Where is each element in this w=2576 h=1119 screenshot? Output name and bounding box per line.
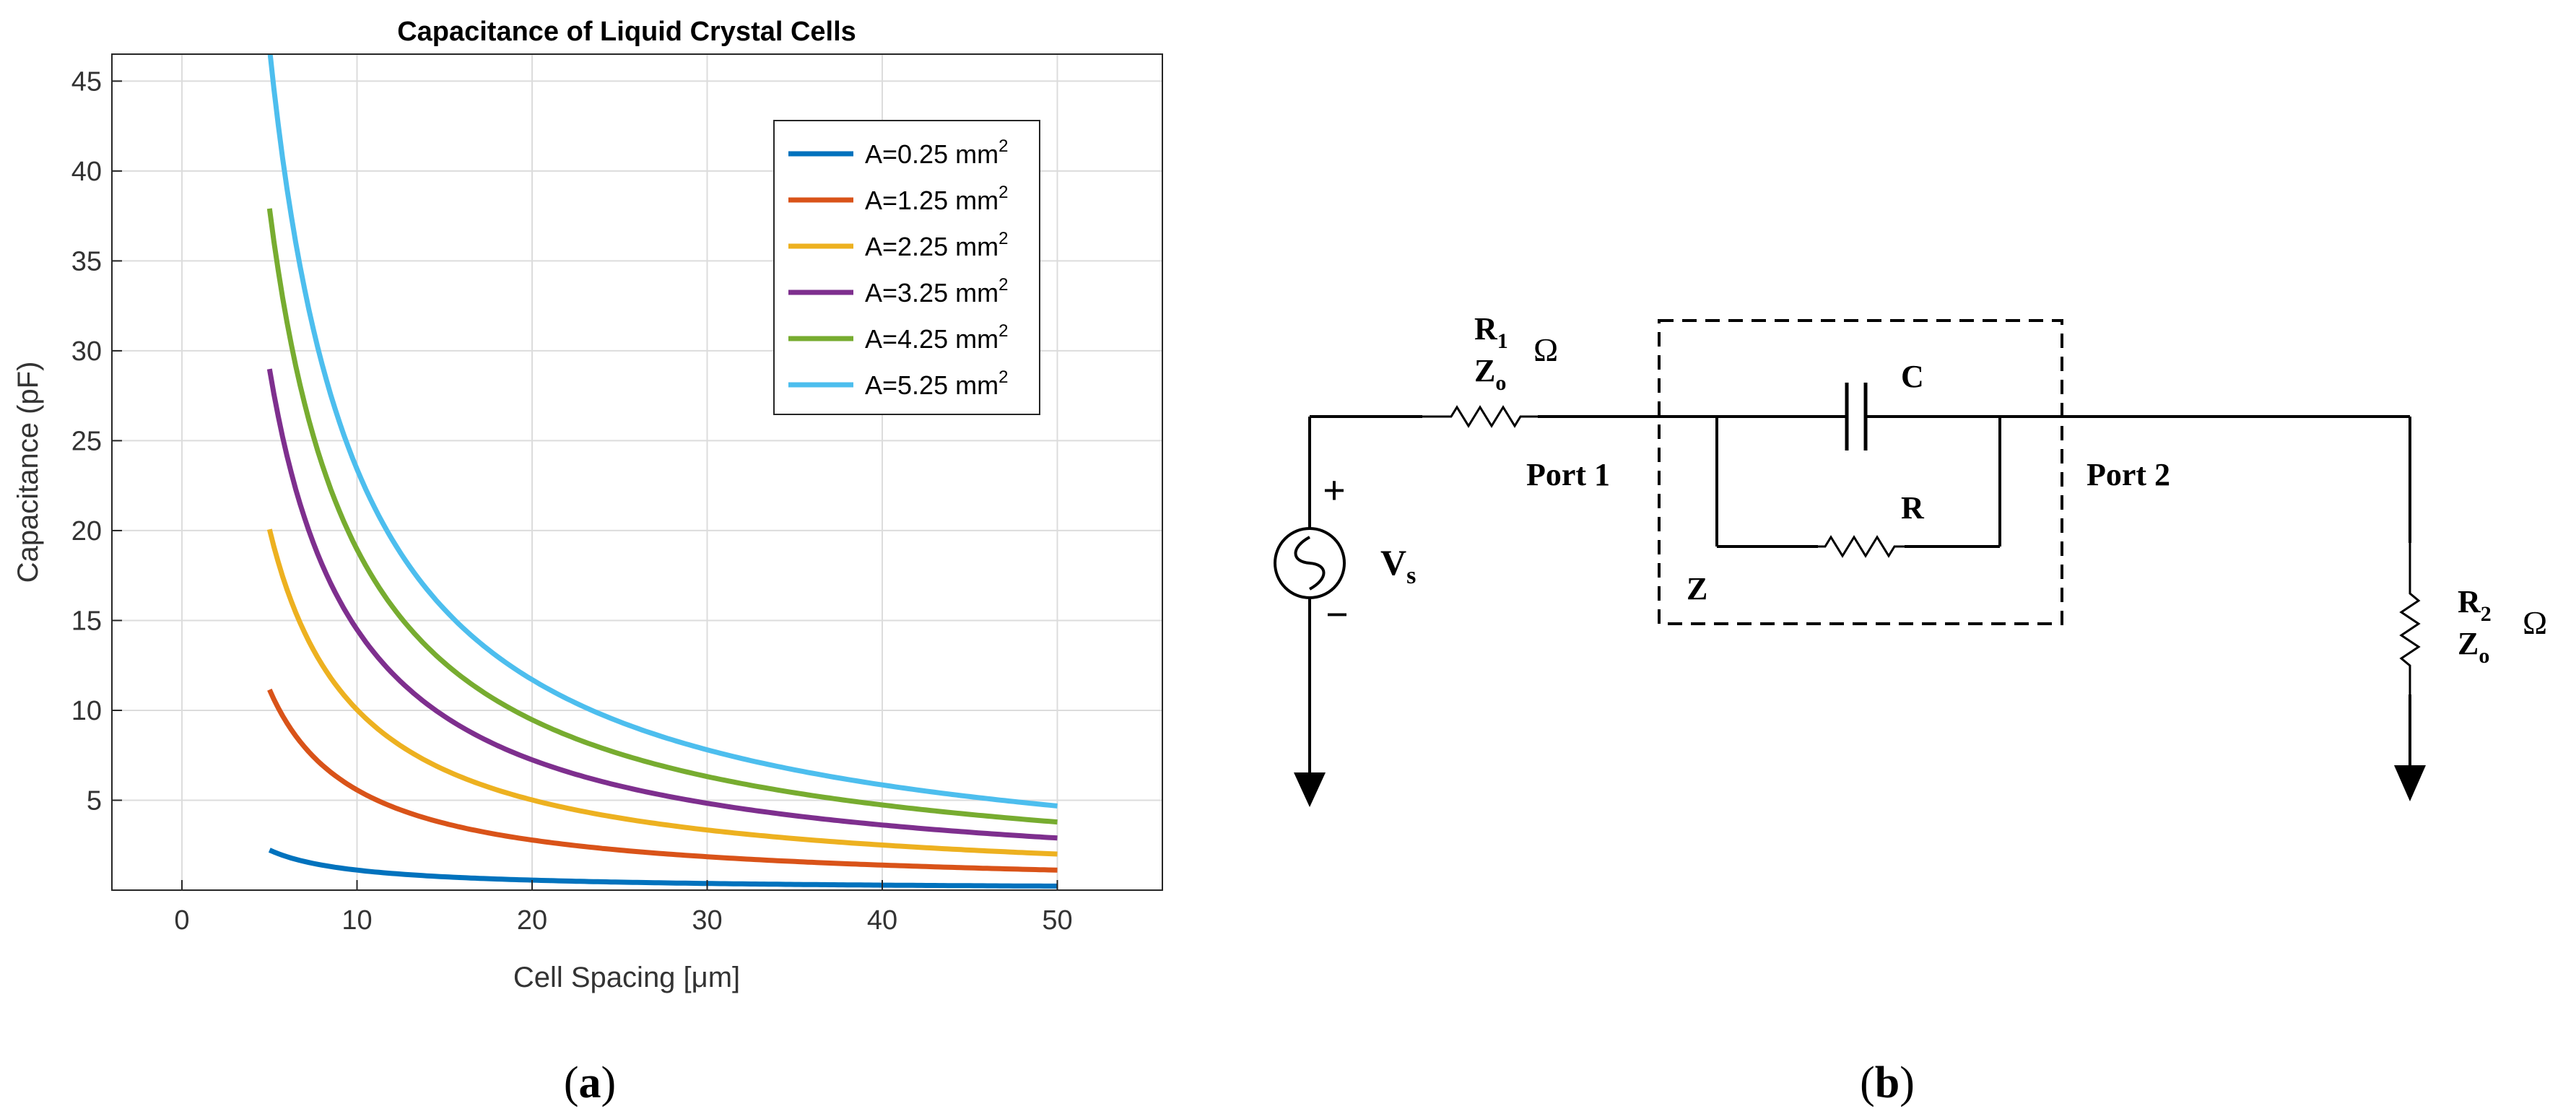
r2-label: R2 bbox=[2458, 584, 2492, 626]
chart-title: Capacitance of Liquid Crystal Cells bbox=[397, 17, 856, 47]
y-tick-label: 30 bbox=[71, 336, 102, 367]
y-tick-label: 10 bbox=[71, 696, 102, 726]
series-line-4 bbox=[266, 208, 1058, 825]
ohm1-label: Ω bbox=[1533, 331, 1558, 368]
y-axis-label: Capacitance (pF) bbox=[12, 362, 44, 583]
y-tick-label: 25 bbox=[71, 426, 102, 456]
series-line-2 bbox=[266, 528, 1058, 857]
panel-b-labels: R1 Zo Ω C R Port 1 Port 2 Z Vs + − R2 Zo… bbox=[1323, 311, 2547, 1107]
ohm2-label: Ω bbox=[2523, 604, 2547, 641]
resistor-r2 bbox=[2399, 543, 2421, 695]
x-tick-label: 0 bbox=[174, 905, 189, 936]
panel-b-circuit bbox=[1274, 319, 2426, 807]
grid bbox=[112, 54, 1162, 890]
x-ticks: 0 10 20 30 40 50 bbox=[174, 880, 1073, 936]
ground-arrow-right-icon bbox=[2394, 765, 2426, 801]
x-axis-label: Cell Spacing [μm] bbox=[513, 962, 740, 993]
legend: A=0.25 mm2 A=1.25 mm2 A=2.25 mm2 A=3.25 mm2… bbox=[773, 120, 1040, 415]
z-label: Z bbox=[1687, 571, 1707, 606]
series-line-0 bbox=[268, 848, 1058, 889]
x-tick-label: 50 bbox=[1042, 905, 1072, 936]
ground-arrow-left-icon bbox=[1294, 772, 1326, 807]
panel-a-chart: Capacitance of Liquid Crystal Cells 0 10 2… bbox=[12, 17, 1163, 1107]
legend-box bbox=[773, 120, 1040, 415]
y-tick-label: 15 bbox=[71, 606, 102, 636]
legend-entry-1: A=1.25 mm2 bbox=[865, 183, 1008, 215]
z1-label: Zo bbox=[1474, 353, 1506, 395]
resistor-r bbox=[1818, 535, 1905, 558]
resistor-r1 bbox=[1422, 405, 1538, 428]
port2-label: Port 2 bbox=[2087, 457, 2170, 492]
legend-entry-0: A=0.25 mm2 bbox=[865, 136, 1008, 169]
series-line-3 bbox=[266, 368, 1058, 841]
port1-label: Port 1 bbox=[1526, 457, 1610, 492]
legend-entry-5: A=5.25 mm2 bbox=[865, 367, 1008, 400]
panel-b-label: (b) bbox=[1860, 1058, 1915, 1107]
impedance-dashed-box bbox=[1658, 319, 2063, 625]
y-tick-label: 5 bbox=[87, 785, 102, 816]
legend-entry-3: A=3.25 mm2 bbox=[865, 275, 1008, 308]
capacitor-label: C bbox=[1901, 359, 1924, 394]
vs-label: Vs bbox=[1380, 542, 1416, 589]
x-tick-label: 40 bbox=[867, 905, 897, 936]
legend-entry-4: A=4.25 mm2 bbox=[865, 321, 1008, 354]
series-line-1 bbox=[267, 688, 1058, 873]
plot-frame bbox=[111, 53, 1163, 891]
y-ticks: 5 10 15 20 25 30 35 40 45 bbox=[71, 66, 122, 816]
x-tick-label: 30 bbox=[692, 905, 722, 936]
r1-label: R1 bbox=[1474, 311, 1508, 353]
series-line-5 bbox=[267, 54, 1058, 809]
y-tick-label: 20 bbox=[71, 516, 102, 547]
y-tick-label: 35 bbox=[71, 246, 102, 277]
resistor-r-label: R bbox=[1901, 490, 1925, 526]
legend-entry-2: A=2.25 mm2 bbox=[865, 229, 1008, 261]
y-tick-label: 40 bbox=[71, 157, 102, 187]
plus-sign: + bbox=[1323, 469, 1346, 513]
z2-label: Zo bbox=[2458, 626, 2489, 668]
series-lines bbox=[266, 54, 1058, 889]
minus-sign: − bbox=[1326, 593, 1349, 637]
voltage-source-sine-icon bbox=[1294, 536, 1326, 591]
panel-a-label: (a) bbox=[564, 1058, 616, 1107]
x-tick-label: 20 bbox=[517, 905, 547, 936]
y-tick-label: 45 bbox=[71, 66, 102, 97]
x-tick-label: 10 bbox=[341, 905, 372, 936]
